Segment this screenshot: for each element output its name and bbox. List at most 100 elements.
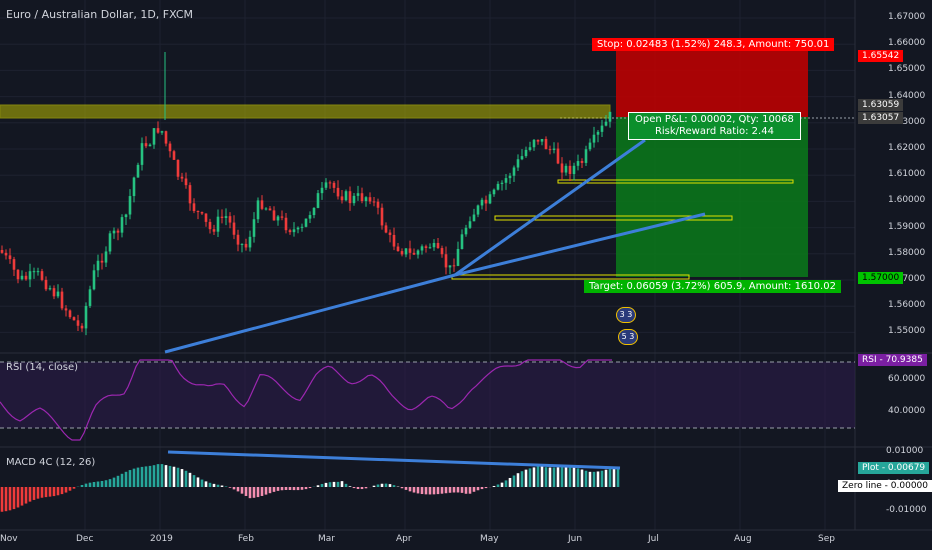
candle-body [576, 161, 580, 166]
macd-bar [532, 467, 536, 487]
macd-bar [140, 466, 144, 487]
macd-bar [28, 487, 32, 502]
macd-bar [456, 487, 460, 493]
macd-bar [332, 481, 336, 487]
macd-bar [336, 481, 340, 487]
candle-body [432, 243, 436, 248]
macd-bar [188, 472, 192, 487]
price-tick: 1.62000 [888, 143, 926, 153]
macd-bar [72, 487, 76, 489]
support-box-2 [494, 215, 733, 221]
macd-bar [220, 485, 224, 487]
candle-body [44, 279, 48, 290]
macd-bar [588, 471, 592, 487]
rsi-label[interactable]: RSI (14, close) [6, 362, 79, 373]
candle-body [268, 208, 272, 211]
macd-bar [444, 487, 448, 494]
price-tick: 1.63000 [888, 116, 926, 127]
macd-bar [492, 485, 496, 487]
event-badge-2[interactable]: 5 3 [618, 329, 638, 345]
candle-body [456, 248, 460, 266]
macd-label[interactable]: MACD 4C (12, 26) [6, 457, 96, 468]
candle-body [356, 193, 360, 196]
candle-body [428, 247, 432, 249]
macd-divergence-line [167, 450, 621, 470]
candle-body [436, 243, 440, 249]
macd-bar [12, 487, 16, 510]
candle-body [488, 194, 492, 204]
price-tick: 1.65000 [888, 64, 926, 75]
macd-bar [580, 469, 584, 487]
macd-bar [340, 481, 344, 487]
macd-bar [248, 487, 252, 499]
event-badge-1[interactable]: 3 3 [616, 307, 636, 323]
candle-body [88, 289, 92, 306]
candle-body [220, 216, 224, 218]
macd-bar [212, 483, 216, 487]
candle-body [36, 271, 40, 273]
macd-bar [216, 484, 220, 487]
candle-body [460, 234, 464, 249]
macd-bar [520, 471, 524, 487]
candle-body [280, 216, 284, 218]
macd-bar [24, 487, 28, 504]
candle-body [320, 187, 324, 194]
candle-body [92, 270, 96, 290]
macd-bar [240, 487, 244, 494]
macd-bar [120, 473, 124, 487]
macd-bar [412, 487, 416, 493]
candle-body [84, 305, 88, 329]
symbol-title[interactable]: Euro / Australian Dollar, 1D, FXCM [6, 8, 194, 21]
candle-body [252, 219, 256, 237]
macd-bar [40, 487, 44, 498]
price-tick: 1.64000 [888, 90, 926, 101]
macd-bar [88, 482, 92, 487]
macd-bar [256, 487, 260, 498]
candle-body [604, 121, 608, 126]
macd-bar [180, 469, 184, 487]
price-tag: 1.57000 [858, 272, 904, 284]
macd-bar [260, 487, 264, 496]
price-tick: 1.56000 [888, 300, 926, 311]
candle-body [96, 260, 100, 271]
candle-body [516, 159, 520, 168]
macd-bar [204, 481, 208, 487]
candle-body [56, 291, 60, 297]
candle-body [336, 187, 340, 197]
candle-body [72, 317, 76, 321]
candle-body [348, 191, 352, 204]
time-tick: Feb [238, 534, 254, 544]
macd-bar [612, 467, 616, 487]
candle-body [376, 201, 380, 208]
candle-body [360, 193, 364, 202]
candle-body [480, 199, 484, 206]
macd-bar [156, 464, 160, 487]
macd-bar [432, 487, 436, 495]
candle-body [208, 221, 212, 230]
macd-tick: -0.01000 [886, 505, 927, 515]
candle-body [564, 165, 568, 173]
candle-body [372, 201, 376, 203]
candle-body [544, 138, 548, 150]
macd-bar [132, 468, 136, 487]
candle-body [8, 255, 12, 260]
macd-bar [304, 487, 308, 490]
candle-body [352, 195, 356, 204]
candle-body [164, 131, 168, 144]
candle-body [148, 144, 152, 147]
candle-body [424, 246, 428, 248]
macd-bar [128, 470, 132, 487]
macd-bar [440, 487, 444, 494]
candle-body [244, 243, 248, 248]
candle-body [196, 211, 200, 213]
macd-bar [384, 483, 388, 487]
macd-bar [4, 487, 8, 512]
price-tick: 1.55000 [888, 326, 926, 337]
macd-bar [428, 487, 432, 495]
macd-bar [232, 487, 236, 490]
candle-body [528, 147, 532, 150]
macd-bar [360, 487, 364, 490]
candle-body [256, 200, 260, 220]
pnl-box: Open P&L: 0.00002, Qty: 10068 Risk/Rewar… [628, 112, 801, 140]
